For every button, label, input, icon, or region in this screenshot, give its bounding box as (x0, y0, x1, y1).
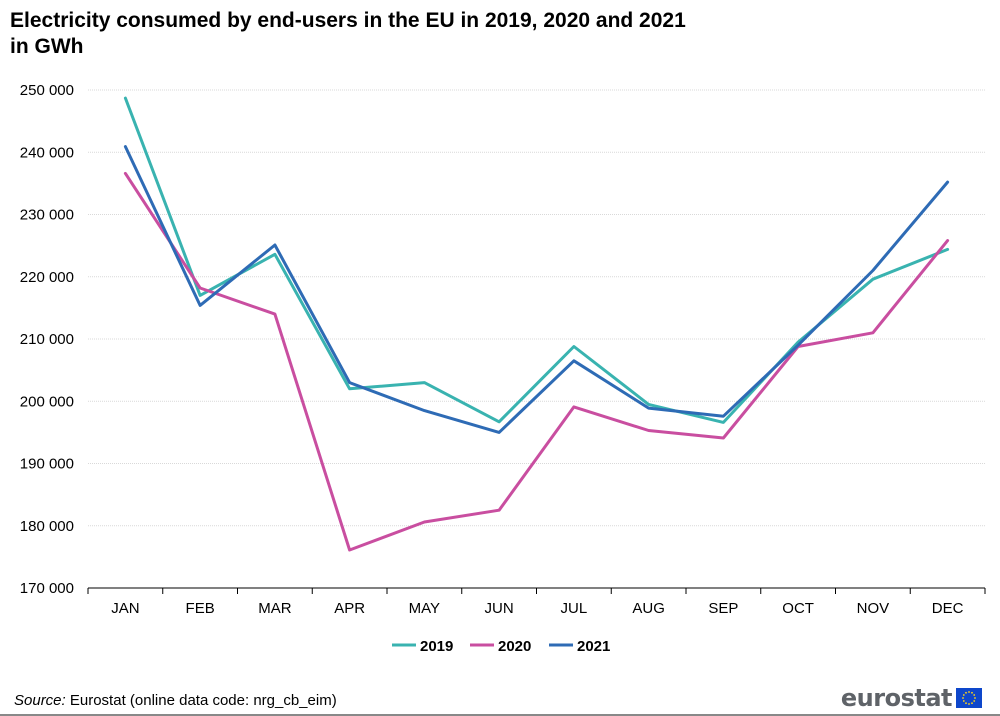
y-tick-label: 240 000 (20, 144, 74, 161)
x-tick-label: AUG (632, 600, 665, 617)
x-tick-label: FEB (186, 600, 215, 617)
gridlines (88, 89, 985, 527)
y-tick-label: 180 000 (20, 518, 74, 535)
logo-text: eurostat (840, 684, 953, 712)
y-axis: 170 000 180 000 190 000 200 000 210 000 220 0… (20, 82, 74, 597)
chart-title-line-2: in GWh (10, 35, 84, 58)
flag-star (971, 702, 973, 705)
x-tick-label: OCT (782, 600, 814, 617)
x-tick-label: APR (334, 600, 365, 617)
flag-star (968, 703, 970, 705)
x-tick-label: JAN (111, 600, 139, 617)
flag-star (962, 700, 965, 702)
series-lines (123, 96, 950, 552)
x-axis: JAN FEB MAR APR MAY JUN JUL AUG SEP OCT NOV DEC (87, 587, 986, 617)
y-tick-label: 250 000 (20, 82, 74, 99)
flag-star (962, 694, 965, 696)
series-line-2021 (123, 145, 950, 434)
flag-star (973, 700, 976, 702)
legend-label-2020: 2020 (498, 638, 531, 655)
y-tick-label: 220 000 (20, 269, 74, 286)
series-line-2019 (123, 96, 950, 424)
chart-title: Electricity consumed by end-users in the… (10, 8, 910, 60)
x-tick-label: MAR (258, 600, 292, 617)
x-tick-label: NOV (857, 600, 890, 617)
y-tick-label: 200 000 (20, 393, 74, 410)
source-note: Source: Eurostat (online data code: nrg_… (14, 692, 337, 709)
line-chart: 170 000 180 000 190 000 200 000 210 000 220 0… (20, 82, 986, 655)
x-tick-label: JUL (561, 600, 588, 617)
flag-star (962, 697, 964, 699)
flag-star (974, 697, 976, 699)
flag-star (971, 691, 973, 694)
x-tick-label: MAY (409, 600, 440, 617)
series-line-2020 (123, 171, 950, 552)
source-text: Eurostat (online data code: nrg_cb_eim) (65, 692, 337, 709)
source-label: Source: (14, 692, 66, 709)
legend-label-2021: 2021 (577, 638, 610, 655)
flag-star (965, 691, 967, 694)
x-tick-label: DEC (932, 600, 964, 617)
y-tick-label: 190 000 (20, 456, 74, 473)
chart-title-line-1: Electricity consumed by end-users in the… (10, 9, 686, 32)
y-tick-label: 210 000 (20, 331, 74, 348)
legend: 2019 2020 2021 (392, 638, 610, 655)
bottom-rule (0, 714, 1000, 716)
legend-label-2019: 2019 (420, 638, 453, 655)
eurostat-logo: eurostat (841, 684, 982, 712)
x-tick-label: JUN (485, 600, 514, 617)
eu-flag-icon (956, 688, 982, 708)
flag-star (965, 702, 967, 705)
x-tick-label: SEP (708, 600, 738, 617)
flag-star (968, 691, 970, 693)
y-tick-label: 230 000 (20, 207, 74, 224)
y-tick-label: 170 000 (20, 580, 74, 597)
flag-star (973, 694, 976, 696)
